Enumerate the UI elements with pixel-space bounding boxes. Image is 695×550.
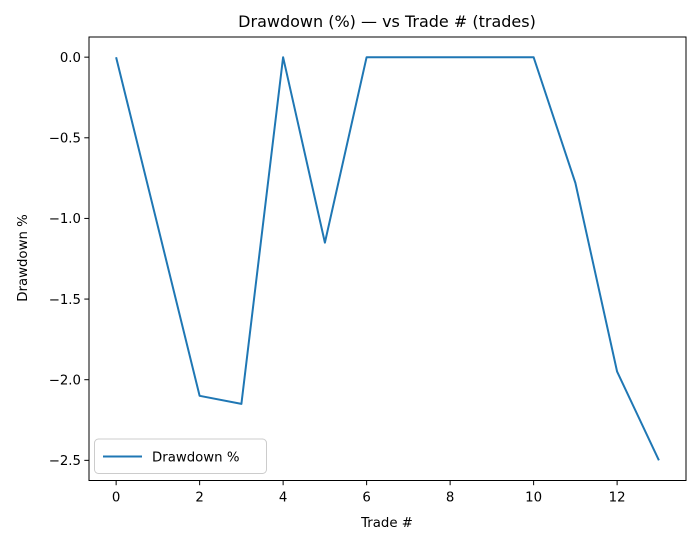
legend-frame <box>94 438 267 474</box>
drawdown-series-line <box>115 56 660 461</box>
y-tick-label: −2.0 <box>49 374 81 389</box>
x-tick-label: 4 <box>279 491 287 506</box>
x-tick-label: 12 <box>609 491 626 506</box>
y-axis: 0.0 −0.5 −1.0 −1.5 −2.0 −2.5 <box>49 51 89 469</box>
plot-area <box>88 36 687 481</box>
y-axis-label: Drawdown % <box>16 214 31 301</box>
x-tick-label: 8 <box>446 491 454 506</box>
x-tick-label: 2 <box>195 491 203 506</box>
y-tick-label: −1.5 <box>49 293 81 308</box>
x-tick-label: 0 <box>112 491 120 506</box>
y-tick-label: −0.5 <box>49 132 81 147</box>
x-tick-label: 10 <box>525 491 542 506</box>
y-tick-label: 0.0 <box>60 51 81 66</box>
y-tick-label: −1.0 <box>49 212 81 227</box>
legend: Drawdown % <box>94 438 267 474</box>
y-tick-label: −2.5 <box>49 454 81 469</box>
x-tick-label: 6 <box>362 491 370 506</box>
x-axis-label: Trade # <box>360 516 413 531</box>
x-axis: 0 2 4 6 8 10 12 <box>112 480 626 506</box>
chart-title: Drawdown (%) — vs Trade # (trades) <box>238 12 536 31</box>
legend-entry-label: Drawdown % <box>152 451 239 466</box>
